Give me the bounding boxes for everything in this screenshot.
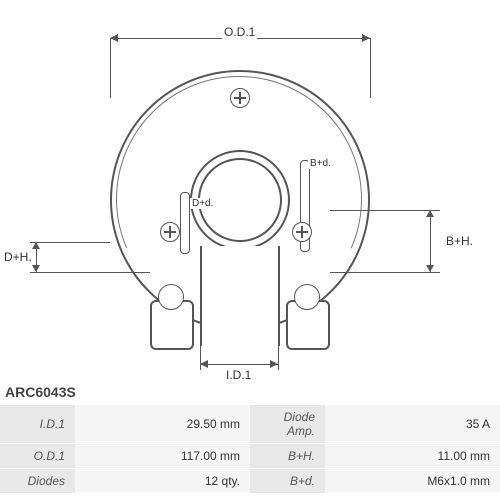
part-bottom-slot	[200, 246, 280, 346]
screw-icon	[160, 222, 180, 242]
arrow-icon	[32, 265, 40, 272]
table-row: O.D.1 117.00 mm B+H. 11.00 mm	[0, 444, 500, 469]
callout-label-dd: D+d.	[190, 198, 215, 209]
spec-value: M6x1.0 mm	[325, 469, 500, 494]
table-row: I.D.1 29.50 mm Diode Amp. 35 A	[0, 405, 500, 444]
arrow-icon	[270, 360, 278, 368]
spec-label: Diode Amp.	[250, 405, 325, 444]
dimension-label-od1: O.D.1	[222, 25, 257, 39]
dimension-label-bh: B+H.	[444, 234, 475, 248]
mounting-hole	[158, 284, 184, 310]
extension-line	[278, 340, 279, 370]
dimension-label-id1: I.D.1	[224, 368, 253, 382]
extension-line	[330, 272, 440, 273]
terminal-post-d	[180, 192, 190, 254]
spec-value: 29.50 mm	[75, 405, 250, 444]
extension-line	[330, 210, 440, 211]
arrow-icon	[110, 34, 118, 42]
technical-drawing: O.D.1 D+d. B+d. D+H. B+H. I.D.1 ARC6043S	[0, 0, 500, 400]
spec-value: 12 qty.	[75, 469, 250, 494]
screw-icon	[292, 222, 312, 242]
arrow-icon	[426, 265, 434, 272]
spec-value: 117.00 mm	[75, 444, 250, 469]
dimension-line-id1	[200, 364, 278, 365]
callout-label-bd: B+d.	[308, 158, 333, 169]
spec-label: Diodes	[0, 469, 75, 494]
arrow-icon	[426, 210, 434, 217]
spec-label: O.D.1	[0, 444, 75, 469]
dimension-line-bh	[430, 210, 431, 272]
spec-label: B+d.	[250, 469, 325, 494]
screw-icon	[230, 88, 250, 108]
extension-line	[370, 38, 371, 98]
arrow-icon	[200, 360, 208, 368]
spec-value: 11.00 mm	[325, 444, 500, 469]
part-number-label: ARC6043S	[5, 384, 76, 400]
extension-line	[110, 38, 111, 98]
spec-label: B+H.	[250, 444, 325, 469]
mounting-hole	[294, 284, 320, 310]
extension-line	[30, 242, 110, 243]
arrow-icon	[362, 34, 370, 42]
spec-value: 35 A	[325, 405, 500, 444]
dimension-label-dh: D+H.	[2, 250, 34, 264]
arrow-icon	[32, 242, 40, 249]
specifications-table: I.D.1 29.50 mm Diode Amp. 35 A O.D.1 117…	[0, 405, 500, 494]
extension-line	[30, 272, 150, 273]
table-row: Diodes 12 qty. B+d. M6x1.0 mm	[0, 469, 500, 494]
spec-label: I.D.1	[0, 405, 75, 444]
